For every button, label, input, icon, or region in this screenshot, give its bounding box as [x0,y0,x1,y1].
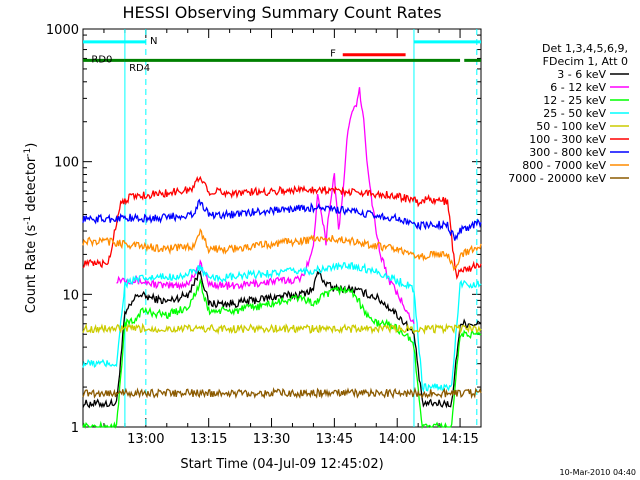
y-axis-label: Count Rate (s-1 detector-1) [23,143,39,314]
series-line [82,228,482,272]
legend-header: FDecim 1, Att 0 [543,55,628,68]
plot-area [82,28,482,428]
legend-label: 6 - 12 keV [550,81,606,94]
y-tick-label: 1000 [46,23,79,38]
segment-label: RD0 [91,54,112,65]
series-line [82,386,482,400]
series-line [82,322,482,335]
y-axis-label-sup1: -1 [23,216,33,225]
y-axis-label-mid: detector [24,156,39,216]
chart-title: HESSI Observing Summary Count Rates [122,3,441,22]
legend-label: 50 - 100 keV [536,120,606,133]
segment-label: F [330,49,336,60]
x-tick-label: 13:15 [190,432,227,447]
x-tick-label: 14:00 [378,432,415,447]
x-tick-label: 13:00 [127,432,164,447]
series-line [82,261,482,394]
y-axis-label-main: Count Rate (s [24,225,39,314]
y-tick-label: 10 [62,288,79,303]
legend-label: 100 - 300 keV [529,133,606,146]
legend-label: 300 - 800 keV [529,146,606,159]
legend-label: 7000 - 20000 keV [508,172,606,185]
x-tick-label: 14:15 [441,432,478,447]
x-tick-label: 13:45 [316,432,353,447]
legend-label: 3 - 6 keV [557,68,606,81]
y-tick-label: 100 [54,156,79,171]
x-axis-label: Start Time (04-Jul-09 12:45:02) [180,457,383,472]
legend-label: 12 - 25 keV [543,94,606,107]
y-tick-label: 1 [71,421,79,436]
series-layer [82,87,482,430]
legend: Det 1,3,4,5,6,9,FDecim 1, Att 03 - 6 keV… [508,42,629,185]
y-axis-label-sup2: -1 [23,148,33,157]
segment-label: N [150,36,157,47]
legend-label: 25 - 50 keV [543,107,606,120]
plot-frame [82,28,482,428]
footer-timestamp: 10-Mar-2010 04:40 [560,468,637,477]
segment-label: RD4 [129,63,150,74]
legend-label: 800 - 7000 keV [522,159,606,172]
series-line [82,175,482,281]
axis-ticks: 13:00 13:15 13:30 13:45 14:00 14:15 1 10 100 1000 [46,23,481,447]
series-line [82,268,482,409]
series-line [82,277,482,430]
y-axis-label-end: ) [24,143,39,148]
series-line [82,198,482,241]
status-segments: N F RD0 RD4 [83,29,481,427]
legend-header: Det 1,3,4,5,6,9, [542,42,628,55]
x-tick-label: 13:30 [253,432,290,447]
series-line [116,87,415,324]
